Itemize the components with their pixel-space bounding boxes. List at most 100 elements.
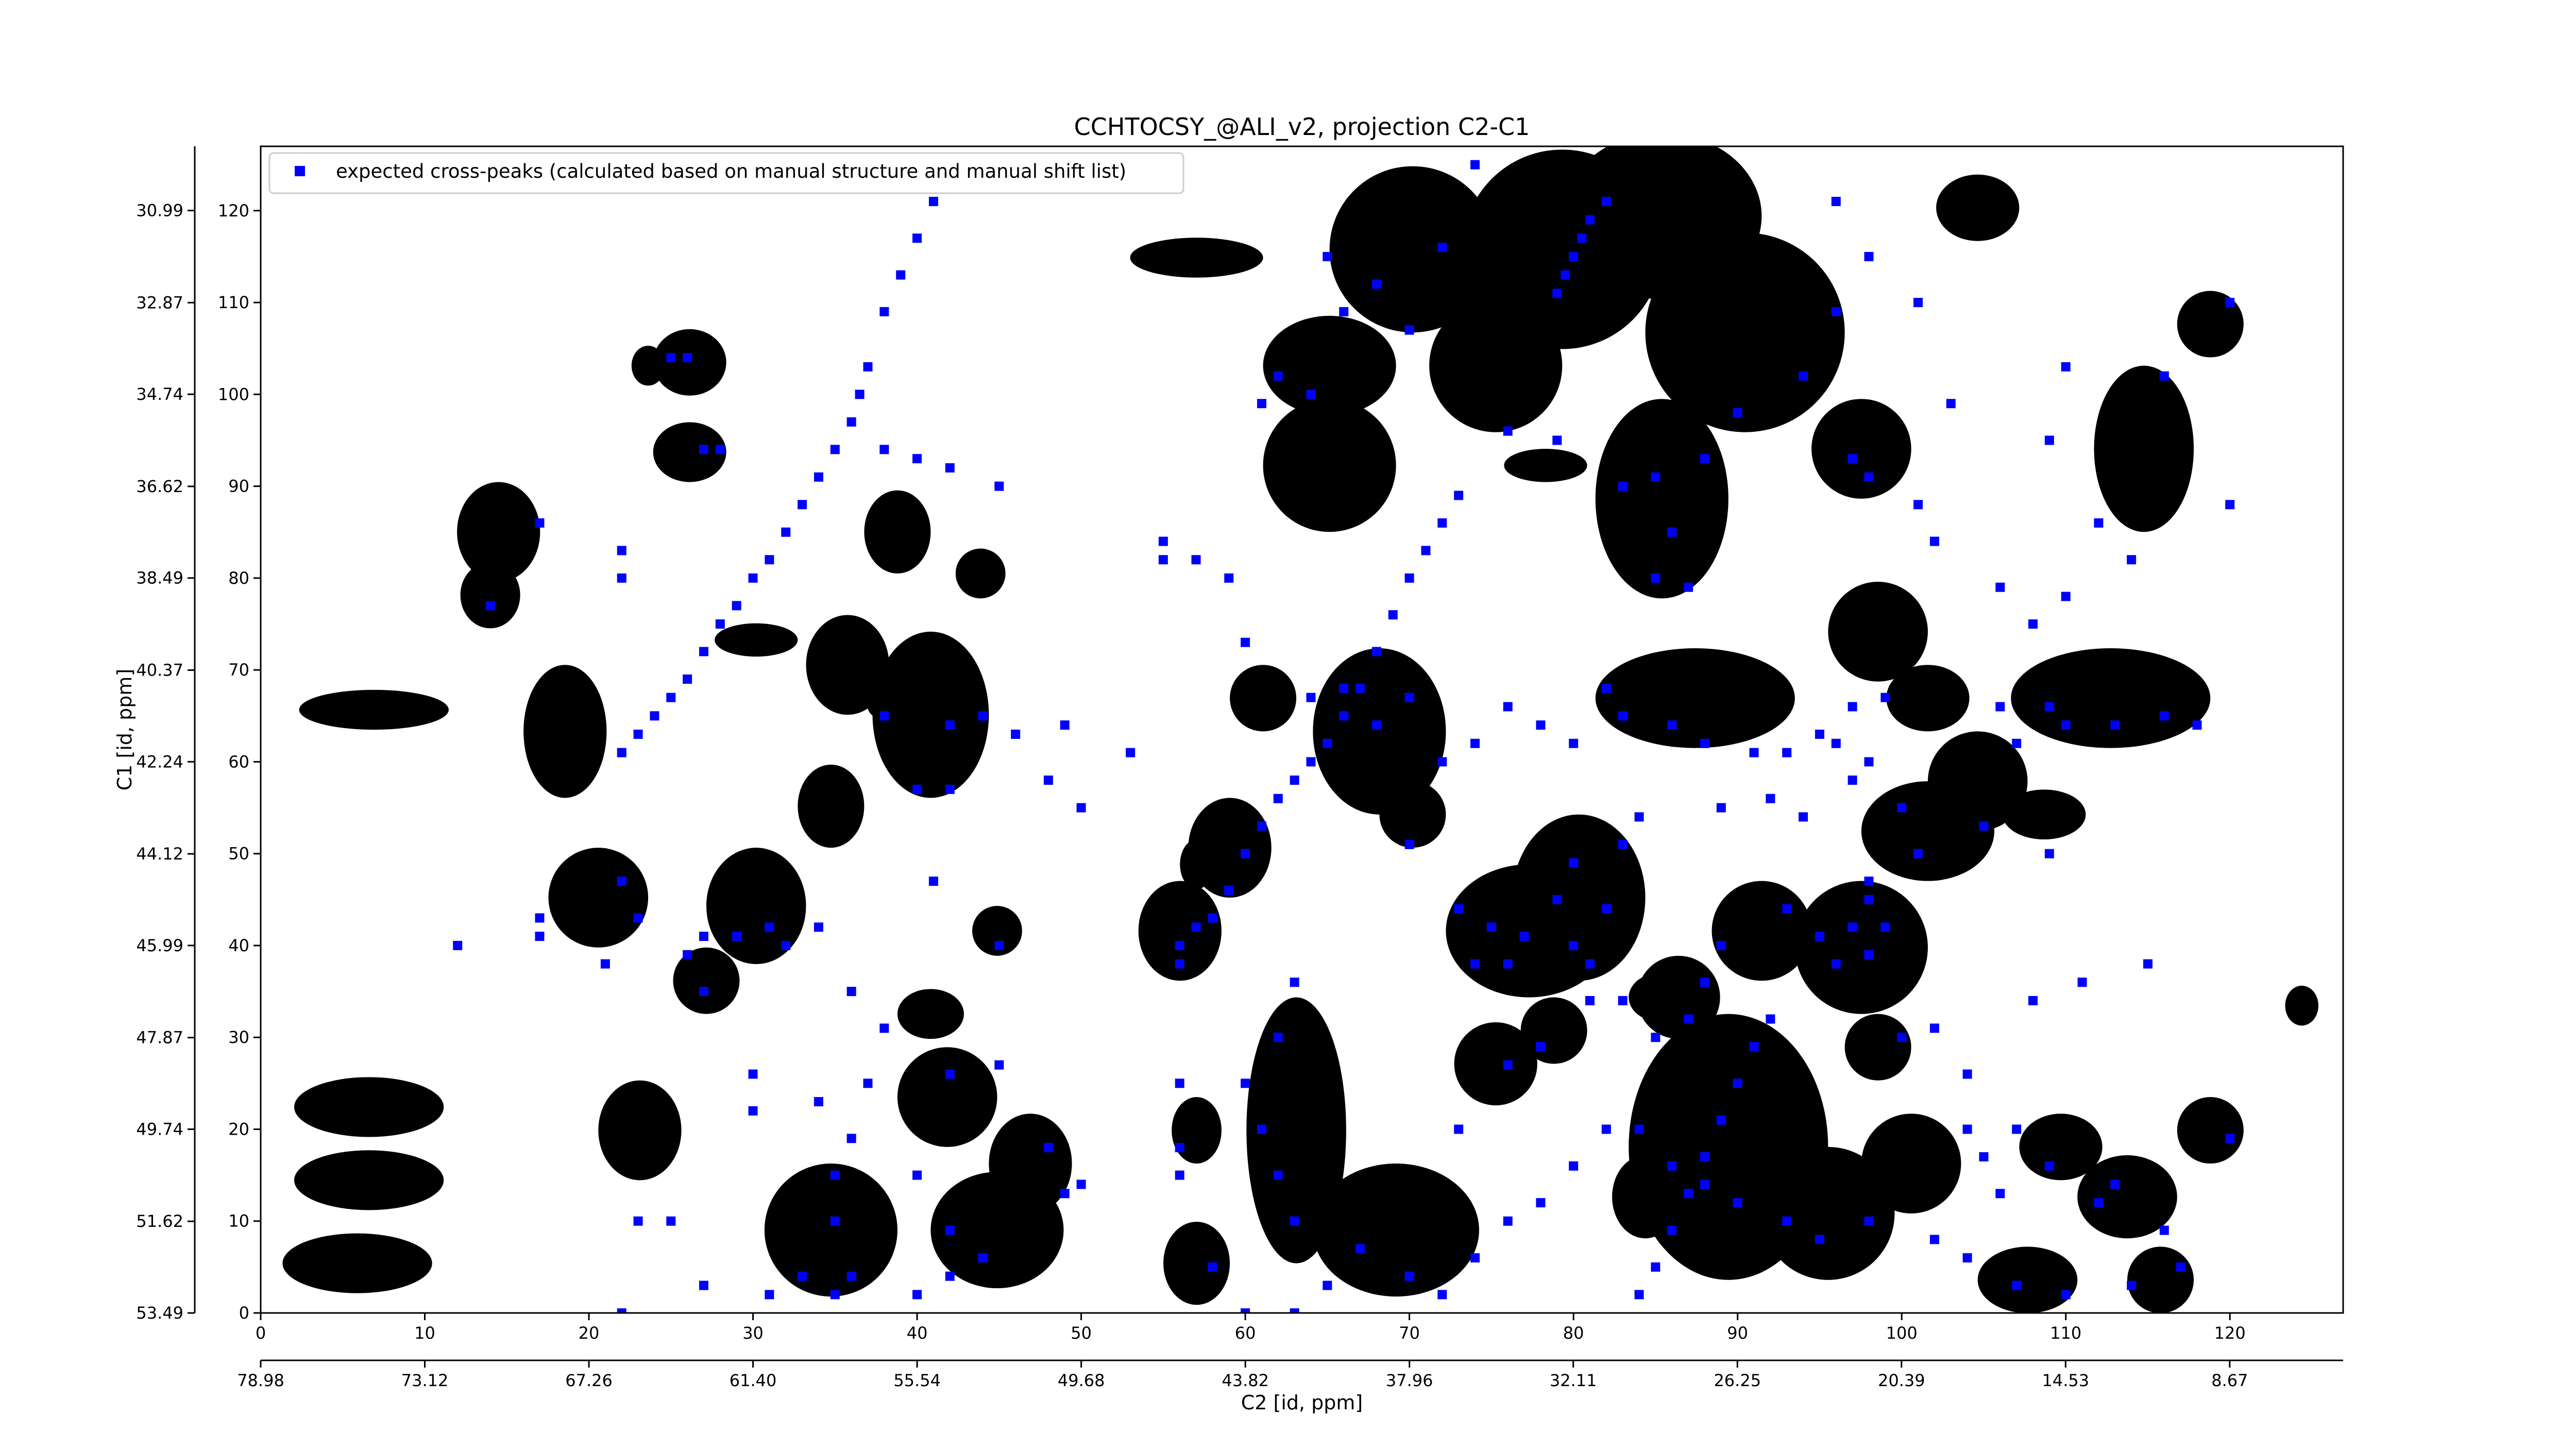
cross-peak — [1667, 1161, 1677, 1171]
cross-peak — [1224, 573, 1234, 583]
cross-peak — [2077, 978, 2087, 987]
cross-peak — [1486, 922, 1496, 932]
cross-peak — [1700, 978, 1709, 987]
cross-peak — [1962, 1069, 1972, 1079]
x-tick-label: 80 — [1563, 1323, 1584, 1343]
cross-peak — [1175, 940, 1184, 950]
cross-peak — [1454, 491, 1464, 500]
cross-peak — [748, 1069, 758, 1079]
cross-peak — [1126, 748, 1136, 757]
cross-peak — [1651, 472, 1660, 482]
cross-peak — [1175, 959, 1184, 969]
cross-peak — [1766, 1014, 1775, 1024]
cross-peak — [1733, 1198, 1742, 1208]
cross-peak — [1929, 1235, 1939, 1244]
cross-peak — [1404, 573, 1414, 583]
cross-peak — [617, 748, 626, 757]
cross-peak — [1782, 1216, 1792, 1226]
cross-peak — [1716, 1115, 1726, 1125]
cross-peak — [1831, 196, 1841, 206]
cross-peak — [1371, 720, 1381, 730]
cross-peak — [2044, 435, 2054, 445]
cross-peak — [830, 445, 840, 454]
cross-peak — [1043, 776, 1053, 785]
cross-peak — [846, 987, 856, 997]
cross-peak — [1929, 536, 1939, 546]
x-tick-label: 50 — [1071, 1323, 1092, 1343]
y2-tick-label: 34.74 — [136, 384, 183, 404]
cross-peak — [732, 601, 741, 611]
cross-peak — [1404, 325, 1414, 335]
y-tick-label: 60 — [228, 752, 249, 771]
cross-peak — [945, 720, 955, 730]
y2-tick-label: 53.49 — [136, 1303, 183, 1323]
cross-peak — [781, 527, 791, 537]
cross-peak — [1651, 573, 1660, 583]
cross-peak — [1175, 1170, 1184, 1180]
cross-peak — [1273, 1033, 1283, 1042]
cross-peak — [879, 445, 889, 454]
legend: expected cross-peaks (calculated based o… — [268, 152, 1184, 194]
cross-peak — [699, 445, 708, 454]
cross-peak — [1577, 233, 1587, 243]
cross-peak — [1651, 1033, 1660, 1042]
x2-tick-label: 61.40 — [730, 1371, 777, 1390]
cross-peak — [1355, 683, 1365, 693]
cross-peak — [666, 1216, 676, 1226]
cross-peak — [1782, 748, 1792, 757]
cross-peak — [2159, 1225, 2169, 1235]
cross-peak — [1011, 729, 1021, 739]
cross-peak — [2143, 959, 2153, 969]
cross-peak — [1454, 1124, 1464, 1134]
cross-peak — [1585, 959, 1595, 969]
cross-peak — [928, 196, 938, 206]
x2-tick-label: 14.53 — [2042, 1371, 2090, 1390]
cross-peak — [2044, 1161, 2054, 1171]
cross-peak — [666, 693, 676, 702]
cross-peak — [1815, 1235, 1824, 1244]
cross-peak — [1191, 922, 1201, 932]
cross-peak — [1585, 996, 1595, 1005]
cross-peak — [1536, 1042, 1546, 1052]
cross-peak — [1561, 270, 1570, 280]
x2-tick-label: 20.39 — [1878, 1371, 1925, 1390]
cross-peak — [2176, 1262, 2185, 1272]
cross-peak — [1404, 693, 1414, 702]
cross-peak — [1913, 849, 1923, 858]
cross-peak — [1864, 950, 1874, 959]
y-tick-label: 40 — [228, 936, 249, 955]
cross-peak — [1749, 748, 1759, 757]
y-tick-label: 120 — [218, 201, 249, 221]
cross-peak — [2127, 1280, 2137, 1290]
cross-peak — [863, 362, 873, 372]
cross-peak — [765, 555, 774, 565]
y2-tick-label: 32.87 — [136, 293, 183, 312]
cross-peak — [1503, 1060, 1513, 1070]
y2-tick-label: 40.37 — [136, 660, 183, 680]
cross-peak — [535, 913, 545, 923]
cross-peak — [633, 913, 643, 923]
cross-peak — [1634, 812, 1644, 822]
cross-peak — [2094, 518, 2104, 528]
cross-peak — [1503, 959, 1513, 969]
cross-peak — [1634, 1290, 1644, 1300]
y2-tick-label: 51.62 — [136, 1211, 183, 1231]
cross-peak — [879, 1023, 889, 1033]
cross-peak — [945, 784, 955, 794]
cross-peak — [1667, 527, 1677, 537]
cross-peak — [2225, 500, 2235, 510]
cross-peak — [1667, 1225, 1677, 1235]
cross-peak — [617, 573, 626, 583]
y-tick-label: 110 — [218, 293, 249, 312]
cross-peak — [1799, 812, 1808, 822]
cross-peak — [1552, 435, 1562, 445]
y-tick-label: 10 — [228, 1211, 249, 1231]
cross-peak — [1323, 251, 1332, 261]
cross-peak — [1454, 904, 1464, 914]
cross-peak — [1848, 776, 1857, 785]
cross-peak — [1060, 720, 1070, 730]
cross-peak — [1618, 711, 1628, 721]
cross-peak — [1339, 683, 1349, 693]
cross-peak — [617, 546, 626, 555]
cross-peak — [896, 270, 906, 280]
